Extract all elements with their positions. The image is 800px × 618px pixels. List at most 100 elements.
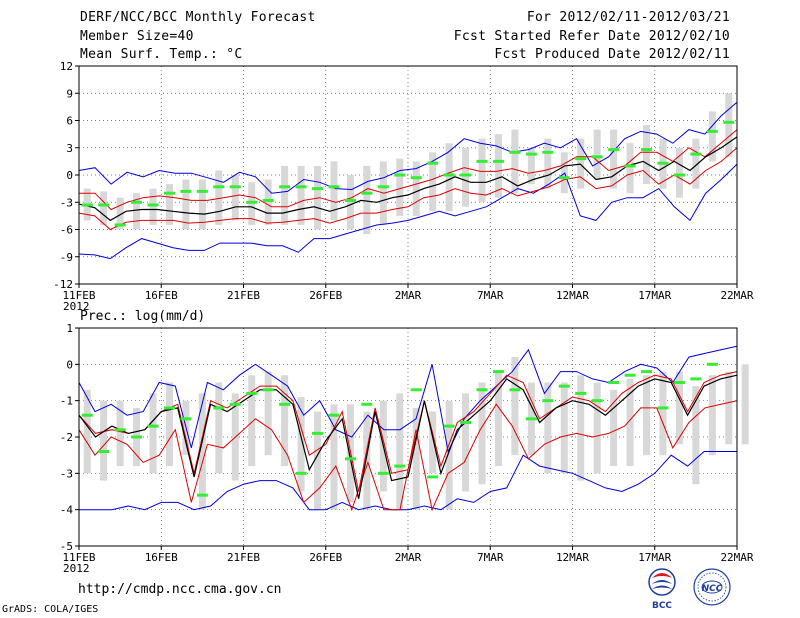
temperature-box-13: [297, 165, 305, 225]
temperature-median-8: [213, 185, 225, 189]
precipitation-box-15: [330, 404, 338, 510]
temperature-median-28: [542, 150, 554, 154]
precipitation-box-30: [577, 375, 585, 481]
temperature-xtick-year-label: 2012: [63, 300, 90, 313]
precipitation-median-6: [180, 417, 192, 421]
temperature-xtick-label-0: 11FEB: [62, 289, 95, 302]
temperature-ytick-label-8: 12: [60, 60, 73, 73]
precipitation-box-12: [281, 375, 289, 467]
temperature-median-13: [295, 185, 307, 189]
temperature-median-7: [196, 189, 208, 193]
temperature-median-24: [476, 159, 488, 163]
precipitation-mean-line: [78, 374, 738, 499]
bcc-logo-icon: BCC: [648, 568, 676, 611]
temperature-median-14: [312, 187, 324, 191]
temperature-box-23: [462, 147, 470, 207]
temperature-box-11: [264, 179, 272, 225]
precipitation-median-33: [624, 373, 636, 377]
temperature-box-29: [560, 152, 568, 194]
precipitation-box-17: [363, 411, 371, 510]
precipitation-min-line: [79, 451, 737, 511]
temperature-median-23: [460, 173, 472, 177]
member-size-label: Member Size=40: [80, 29, 194, 44]
temperature-box-17: [363, 165, 371, 235]
temperature-min-line: [78, 163, 738, 260]
temperature-xtick-label-1: 16FEB: [145, 289, 178, 302]
precipitation-variable-label: Prec.: log(mm/d): [80, 309, 206, 324]
precipitation-box-20: [412, 407, 420, 510]
institution-logos: BCC NCC: [648, 568, 731, 611]
temperature-box-16: [346, 175, 354, 230]
precipitation-box-34: [643, 375, 651, 456]
precipitation-median-25: [492, 370, 504, 374]
precipitation-box-13: [297, 397, 305, 492]
precipitation-box-28: [544, 382, 552, 474]
precipitation-box-31: [593, 382, 601, 474]
temperature-median-1: [98, 203, 110, 207]
precipitation-box-5: [165, 382, 173, 467]
precipitation-median-3: [131, 435, 143, 439]
temperature-median-39: [723, 120, 735, 124]
temperature-ytick-label-2: -6: [60, 224, 73, 237]
temperature-median-0: [81, 203, 93, 207]
temperature-median-22: [443, 173, 455, 177]
temperature-box-25: [494, 134, 502, 198]
forecast-started-label: Fcst Started Refer Date 2012/02/10: [453, 29, 730, 44]
precipitation-median-0: [81, 413, 93, 417]
temperature-box-1: [100, 191, 108, 225]
temperature-box-33: [626, 143, 634, 194]
temperature-median-30: [575, 157, 587, 161]
precipitation-box-19: [396, 393, 404, 510]
source-url: http://cmdp.ncc.cma.gov.cn: [78, 582, 282, 597]
temperature-box-24: [478, 138, 486, 203]
precipitation-median-27: [525, 417, 537, 421]
precipitation-median-32: [608, 381, 620, 384]
precipitation-median-24: [476, 388, 488, 392]
temperature-xtick-label-5: 7MAR: [477, 289, 504, 302]
precipitation-box-0: [83, 389, 91, 474]
temperature-box-5: [165, 184, 173, 225]
precipitation-xtick-year-label: 2012: [63, 562, 90, 575]
bcc-logo-text: BCC: [652, 601, 672, 611]
temperature-box-4: [149, 188, 157, 225]
temperature-ytick-label-5: 3: [66, 142, 73, 155]
precipitation-xtick-label-7: 17MAR: [638, 551, 671, 564]
temperature-box-31: [593, 129, 601, 180]
temperature-box-27: [527, 147, 535, 185]
temperature-median-36: [673, 173, 685, 177]
precipitation-box-1: [100, 400, 108, 481]
precipitation-xtick-label-5: 7MAR: [477, 551, 504, 564]
precipitation-median-37: [690, 377, 702, 381]
temperature-xtick-label-2: 21FEB: [227, 289, 260, 302]
temperature-median-37: [690, 152, 702, 156]
temperature-median-21: [427, 161, 439, 165]
precipitation-box-37: [692, 386, 700, 485]
precipitation-box-38: [708, 375, 716, 456]
precipitation-box-39: [725, 371, 733, 445]
precipitation-median-22: [443, 424, 455, 428]
precipitation-xtick-label-6: 12MAR: [556, 551, 589, 564]
precipitation-median-9: [229, 402, 241, 406]
precipitation-box-7: [198, 393, 206, 510]
temperature-box-21: [429, 152, 437, 212]
precipitation-median-19: [394, 464, 406, 468]
precipitation-ytick-label-4: -1: [60, 395, 73, 408]
precipitation-box-26: [511, 357, 519, 456]
temperature-median-11: [262, 198, 274, 202]
precipitation-box-29: [560, 382, 568, 474]
temperature-median-38: [706, 129, 718, 133]
precipitation-median-26: [509, 388, 521, 392]
temperature-median-18: [377, 185, 389, 189]
precipitation-median-14: [312, 431, 324, 435]
temperature-ytick-label-1: -9: [60, 251, 73, 264]
temperature-median-4: [147, 203, 159, 207]
temperature-median-9: [229, 185, 241, 189]
precipitation-box-2: [116, 400, 124, 467]
temperature-median-29: [558, 176, 570, 180]
precipitation-box-21: [429, 411, 437, 474]
precipitation-xtick-label-8: 22MAR: [720, 551, 753, 564]
temperature-box-2: [116, 197, 124, 230]
temperature-median-20: [410, 176, 422, 180]
precipitation-box-11: [264, 371, 272, 456]
